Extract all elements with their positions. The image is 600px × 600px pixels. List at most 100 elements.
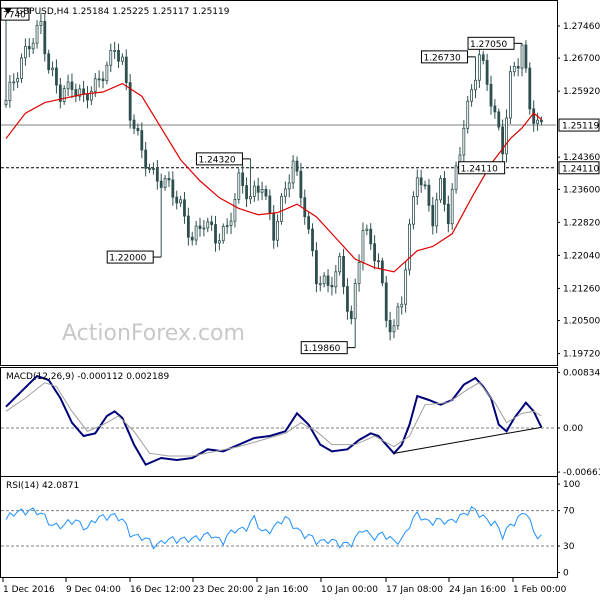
candle-up <box>217 240 221 244</box>
support-label: 1.24110 <box>562 164 599 174</box>
candle-up <box>39 20 43 26</box>
macd-series-macd <box>5 374 543 466</box>
candle-up <box>536 119 539 124</box>
price-layer: 7740 1.22000 1.24320 1.19860 1.26730 1.27050 1… <box>0 7 556 355</box>
candle-down <box>190 236 194 241</box>
candle-down <box>101 78 105 82</box>
candle-down <box>175 196 179 204</box>
annotation-label: 1.26730 <box>423 53 460 63</box>
macd-header-text: MACD(12,26,9) -0.000112 0.002189 <box>6 372 169 382</box>
candle-up <box>152 168 155 170</box>
candle-up <box>179 199 183 204</box>
candle-down <box>377 260 380 263</box>
price-tick-label: 1.23600 <box>563 185 600 195</box>
rsi-panel-frame <box>0 476 558 578</box>
candle-up <box>4 100 8 106</box>
candle-down <box>70 81 74 90</box>
candle-up <box>206 221 210 229</box>
candle-down <box>47 53 51 71</box>
candle-down <box>159 180 163 188</box>
candle-down <box>326 275 330 286</box>
candle-up <box>450 188 454 225</box>
support-badge <box>558 161 600 175</box>
axes-layer: 1.27460 1.26700 1.25920 1.24360 1.23600 1.228… <box>2 22 600 595</box>
candle-down <box>117 49 120 62</box>
candle-down <box>369 228 373 245</box>
candle-down <box>419 177 423 186</box>
candle-down <box>97 78 101 81</box>
candle-up <box>435 199 439 227</box>
candle-down <box>443 177 446 205</box>
annotation-label: 1.22000 <box>109 254 146 264</box>
rsi-tick-label: 100 <box>563 480 580 490</box>
macd-tick-label: -0.00661 <box>563 468 600 478</box>
candle-down <box>497 111 501 128</box>
candle-up <box>439 177 442 201</box>
candle-down <box>485 60 489 85</box>
candle-down <box>124 56 128 83</box>
annotation-label: 1.24110 <box>461 164 498 174</box>
candle-up <box>51 67 54 71</box>
x-tick-label: 23 Dec 20:00 <box>193 585 254 595</box>
annotation-box <box>300 341 348 355</box>
candle-up <box>194 225 198 241</box>
candle-down <box>540 119 543 123</box>
candle-up <box>163 178 167 188</box>
candle-down <box>373 243 377 262</box>
macd-series-trendline <box>393 426 542 454</box>
candle-up <box>392 325 396 333</box>
candle-down <box>303 197 307 218</box>
x-tick-label: 24 Jan 16:00 <box>449 585 506 595</box>
candle-up <box>8 81 12 101</box>
candle-down <box>528 67 532 110</box>
candle-up <box>470 89 474 102</box>
candle-up <box>20 57 23 79</box>
annotation-label: 1.19860 <box>303 344 340 354</box>
candle-up <box>454 165 458 190</box>
candle-down <box>489 83 493 107</box>
collapse-triangle-icon[interactable] <box>4 8 12 14</box>
candle-up <box>466 100 470 129</box>
annotation-box <box>420 50 468 64</box>
candle-up <box>121 56 124 62</box>
moving-average-line <box>5 82 542 273</box>
annotation-label: 1.27050 <box>470 40 507 50</box>
candle-up <box>520 44 524 69</box>
candle-down <box>272 213 276 241</box>
candle-down <box>384 282 388 321</box>
candle-up <box>280 195 283 222</box>
rsi-tick-label: 70 <box>563 507 575 517</box>
candle-down <box>380 260 384 284</box>
annotation-box <box>195 152 243 166</box>
candle-up <box>229 220 233 226</box>
candle-up <box>291 160 295 184</box>
macd-tick-label: 0.008341 <box>563 368 600 378</box>
candle-up <box>353 283 357 320</box>
candle-down <box>82 88 85 95</box>
x-tick-label: 2 Jan 16:00 <box>257 585 309 595</box>
price-tick-label: 1.22820 <box>563 218 600 228</box>
candle-down <box>132 119 136 129</box>
candle-up <box>233 198 237 222</box>
candle-down <box>43 20 47 55</box>
macd-tick-label: 0.00 <box>563 424 583 434</box>
annotation-box <box>458 161 506 175</box>
watermark: ActionForex.com <box>62 321 245 346</box>
candle-down <box>171 179 175 198</box>
candle-up <box>62 88 66 102</box>
candle-up <box>357 262 361 284</box>
candle-down <box>241 172 245 187</box>
candle-up <box>35 25 39 44</box>
candle-up <box>113 49 117 52</box>
candle-up <box>361 230 365 263</box>
candle-up <box>89 90 93 101</box>
price-tick-label: 1.21260 <box>563 284 600 294</box>
annotation-label: 1.24320 <box>198 155 235 165</box>
candle-down <box>148 167 151 170</box>
candle-down <box>256 185 260 193</box>
candle-down <box>55 67 58 86</box>
x-tick-label: 10 Jan 00:00 <box>321 585 378 595</box>
candle-down <box>140 130 144 151</box>
price-tick-label: 1.26700 <box>563 54 600 64</box>
